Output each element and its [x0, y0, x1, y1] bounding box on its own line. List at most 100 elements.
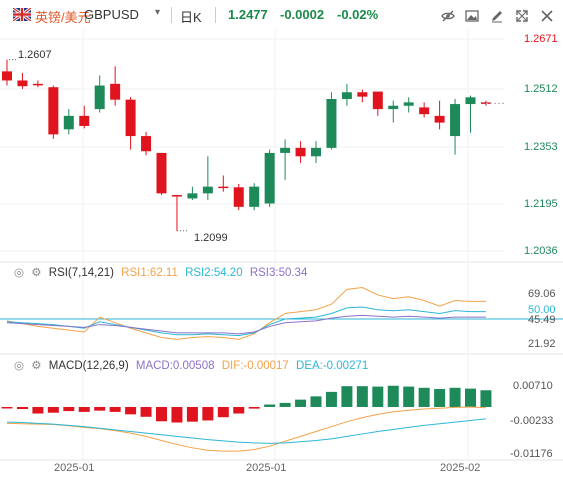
candle-body — [79, 115, 90, 126]
candle-body — [311, 147, 321, 157]
candle-body — [403, 102, 414, 106]
close-icon[interactable] — [540, 9, 554, 23]
macd-histogram-bar — [372, 386, 384, 407]
rsi-title[interactable]: RSI(7,14,21) — [48, 267, 114, 279]
macd-histogram-bar — [341, 386, 353, 407]
rsi1-value: RSI1:62.11 — [121, 267, 178, 279]
rsi3-value: RSI3:50.34 — [249, 267, 308, 279]
high-price-label: 1.2607 — [18, 49, 52, 61]
macd-header: ◎ ⚙ MACD(12,26,9) MACD:0.00508 DIF:-0.00… — [14, 358, 372, 372]
dea-value: DEA:-0.00271 — [296, 360, 369, 372]
rsi-axis-label: 69.06 — [528, 288, 556, 300]
x-axis-label: 2025-01 — [246, 462, 287, 474]
price-axis-label: 1.2353 — [524, 141, 558, 153]
candle-body — [264, 152, 275, 204]
rsi-line-rsi3 — [6, 314, 486, 335]
chevron-down-icon[interactable]: ▾ — [155, 7, 161, 18]
image-icon[interactable] — [465, 9, 479, 23]
rsi-axis-label: 45.49 — [528, 314, 556, 326]
candle-body — [465, 97, 476, 105]
rsi-header: ◎ ⚙ RSI(7,14,21) RSI1:62.11 RSI2:54.20 R… — [14, 265, 311, 279]
chart-header: 英镑/美元 GBPUSD ▾ 日K 1.2477 -0.0002 -0.02% — [0, 0, 563, 30]
macd-histogram-bar — [16, 406, 28, 410]
candle-body — [171, 195, 182, 197]
macd-dif-line — [6, 406, 486, 452]
macd-histogram-bar — [78, 406, 90, 412]
macd-axis-label: 0.00710 — [513, 380, 553, 392]
macd-histogram-bar — [310, 396, 322, 407]
candle-body — [187, 193, 198, 199]
candle-body — [280, 147, 291, 153]
candle-body — [156, 152, 167, 194]
settings-icon[interactable]: ⚙ — [31, 267, 42, 279]
price-axis-label: 1.2195 — [524, 198, 558, 210]
candle-body — [94, 85, 105, 110]
x-axis-label: 2025-02 — [440, 462, 481, 474]
candle-body — [341, 92, 352, 99]
candle-body — [388, 105, 399, 110]
divider — [215, 7, 216, 23]
macd-histogram-bar — [480, 390, 492, 407]
pair-name[interactable]: 英镑/美元 — [35, 10, 91, 25]
rsi-axis-label: 50.00 — [528, 304, 556, 316]
eye-icon[interactable]: ◎ — [14, 360, 25, 372]
macd-value: MACD:0.00508 — [135, 360, 215, 372]
settings-icon[interactable]: ⚙ — [31, 360, 42, 372]
eye-icon[interactable]: ◎ — [14, 267, 25, 279]
low-price-label: 1.2099 — [194, 232, 228, 244]
macd-histogram-bar — [449, 387, 461, 407]
dif-value: DIF:-0.00017 — [221, 360, 289, 372]
candle-body — [450, 104, 461, 137]
candle-body — [218, 186, 229, 189]
timeframe-select[interactable]: 日K — [180, 10, 202, 25]
price-change-pct: -0.02% — [337, 7, 379, 22]
macd-histogram-bar — [156, 406, 167, 422]
macd-histogram-bar — [140, 406, 152, 417]
macd-histogram-bar — [32, 406, 44, 414]
candle-body — [63, 115, 74, 130]
macd-histogram-bar — [63, 406, 75, 412]
macd-histogram-bar — [465, 388, 476, 407]
candle-body — [141, 136, 152, 152]
macd-histogram-bar — [279, 402, 291, 407]
candle-body — [2, 71, 12, 81]
macd-dea-line — [6, 418, 487, 444]
macd-histogram-bar — [125, 406, 137, 415]
candle-body — [125, 99, 136, 137]
macd-histogram-bar — [264, 404, 276, 407]
macd-histogram-bar — [109, 406, 121, 412]
macd-axis-label: -0.00233 — [510, 415, 554, 427]
macd-histogram-bar — [325, 391, 337, 407]
price-change: -0.0002 — [280, 7, 325, 22]
macd-histogram-bar — [186, 406, 198, 422]
x-axis-label: 2025-01 — [54, 462, 95, 474]
candle-body — [326, 98, 337, 148]
candle-body — [419, 107, 430, 115]
price-axis-label: 1.2512 — [524, 83, 558, 95]
candle-body — [48, 87, 59, 135]
macd-histogram-bar — [171, 406, 183, 423]
candle-body — [357, 92, 368, 97]
macd-histogram-bar — [248, 406, 260, 409]
candle-body — [434, 115, 445, 123]
candle-body — [202, 186, 213, 194]
rsi-axis-label: 21.92 — [528, 338, 556, 350]
macd-histogram-bar — [418, 387, 430, 407]
eye-off-icon[interactable] — [441, 9, 455, 23]
candle-body — [110, 83, 121, 100]
macd-histogram-bar — [233, 406, 245, 414]
macd-histogram-bar — [1, 406, 13, 409]
pair-code[interactable]: GBPUSD — [84, 7, 139, 22]
macd-histogram-bar — [356, 386, 368, 407]
macd-histogram-bar — [295, 399, 307, 407]
candle-body — [233, 187, 244, 207]
macd-histogram-bar — [387, 385, 399, 407]
candle-body — [372, 91, 383, 110]
divider — [171, 7, 172, 23]
expand-icon[interactable] — [515, 9, 529, 23]
macd-histogram-bar — [403, 386, 415, 407]
candle-body — [249, 186, 260, 207]
macd-title[interactable]: MACD(12,26,9) — [48, 360, 129, 372]
pencil-icon[interactable] — [490, 9, 504, 23]
